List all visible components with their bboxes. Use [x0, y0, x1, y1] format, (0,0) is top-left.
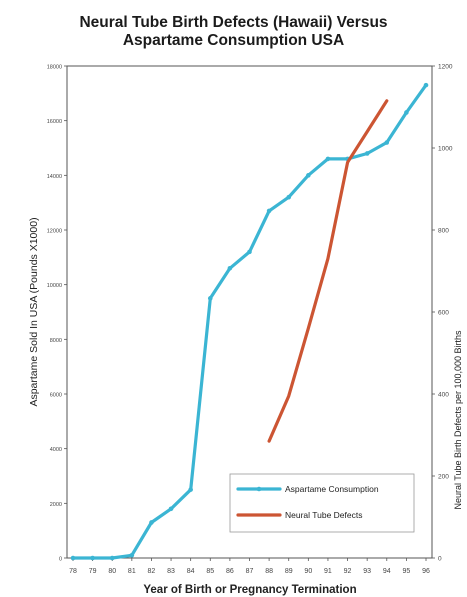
left-tick-label: 10000 [47, 283, 62, 289]
y-axis-label-left: Aspartame Sold In USA (Pounds X1000) [28, 217, 40, 406]
data-point-aspartame-consumption [168, 506, 174, 512]
left-tick-label: 6000 [50, 393, 62, 399]
data-point-aspartame-consumption [306, 173, 311, 178]
data-point-aspartame-consumption [384, 140, 390, 145]
legend: Aspartame Consumption Neural Tube Defects [229, 473, 415, 533]
left-tick-label: 8000 [50, 338, 62, 344]
data-point-aspartame-consumption [188, 487, 193, 492]
left-tick-label: 14000 [47, 174, 62, 180]
data-point-aspartame-consumption [90, 555, 95, 561]
right-tick-label: 1000 [438, 146, 453, 153]
data-point-aspartame-consumption [286, 194, 292, 200]
data-point-aspartame-consumption [109, 555, 115, 561]
x-tick-label: 79 [89, 568, 97, 575]
x-tick-label: 81 [128, 568, 136, 575]
right-tick-label: 0 [438, 556, 442, 563]
chart-title-line-2: Aspartame Consumption USA [122, 32, 345, 49]
right-tick-label: 600 [438, 310, 449, 317]
data-point-aspartame-consumption [227, 265, 233, 271]
right-tick-label: 800 [438, 228, 449, 235]
x-tick-label: 82 [148, 568, 156, 575]
legend-marker [256, 486, 262, 492]
data-point-aspartame-consumption [149, 520, 154, 525]
data-point-aspartame-consumption [207, 296, 213, 301]
right-tick-label: 400 [438, 392, 449, 399]
data-point-aspartame-consumption [247, 249, 252, 255]
x-tick-label: 92 [344, 568, 352, 575]
x-tick-label: 80 [108, 568, 116, 575]
x-tick-label: 87 [246, 568, 254, 575]
legend-label: Neural Tube Defects [285, 510, 362, 520]
left-tick-label: 2000 [50, 502, 62, 508]
x-tick-label: 86 [226, 568, 234, 575]
left-tick-label: 0 [59, 557, 62, 563]
data-point-aspartame-consumption [325, 156, 331, 162]
x-tick-label: 83 [167, 568, 175, 575]
x-tick-label: 94 [383, 568, 391, 575]
x-axis-label: Year of Birth or Pregnancy Termination [143, 584, 356, 596]
left-tick-label: 4000 [50, 447, 62, 453]
right-tick-label: 200 [438, 474, 449, 481]
y-axis-label-right: Neural Tube Birth Defects per 100,000 Bi… [453, 330, 463, 510]
x-tick-label: 91 [324, 568, 332, 575]
series-layer [70, 82, 429, 561]
x-tick-label: 93 [363, 568, 371, 575]
data-point-aspartame-consumption [129, 552, 135, 558]
left-tick-label: 18000 [47, 65, 62, 71]
x-tick-label: 96 [422, 568, 430, 575]
data-point-aspartame-consumption [423, 82, 429, 88]
x-tick-label: 85 [206, 568, 214, 575]
right-axis-ticks: 0 200 400 600 800 1000 1200 [432, 64, 453, 563]
x-tick-label: 84 [187, 568, 195, 575]
x-tick-label: 88 [265, 568, 273, 575]
data-point-aspartame-consumption [404, 110, 409, 115]
data-point-aspartame-consumption [70, 555, 76, 561]
chart-title-line-1: Neural Tube Birth Defects (Hawaii) Versu… [79, 14, 388, 31]
left-tick-label: 12000 [47, 229, 62, 235]
data-point-aspartame-consumption [266, 208, 272, 214]
x-tick-label: 78 [69, 568, 77, 575]
x-axis-ticks: 78 79 80 81 82 83 84 85 86 87 88 89 90 91 92 93 94 95 96 [69, 558, 430, 575]
left-tick-label: 16000 [47, 119, 62, 125]
legend-label: Aspartame Consumption [285, 484, 379, 494]
right-tick-label: 1200 [438, 64, 453, 71]
data-point-aspartame-consumption [364, 151, 370, 156]
x-tick-label: 89 [285, 568, 293, 575]
x-tick-label: 95 [402, 568, 410, 575]
x-tick-label: 90 [304, 568, 312, 575]
series-line-neural-tube-defects [267, 99, 389, 443]
left-axis-ticks: 0 2000 4000 6000 8000 10000 12000 14000 16000 180… [47, 65, 67, 563]
